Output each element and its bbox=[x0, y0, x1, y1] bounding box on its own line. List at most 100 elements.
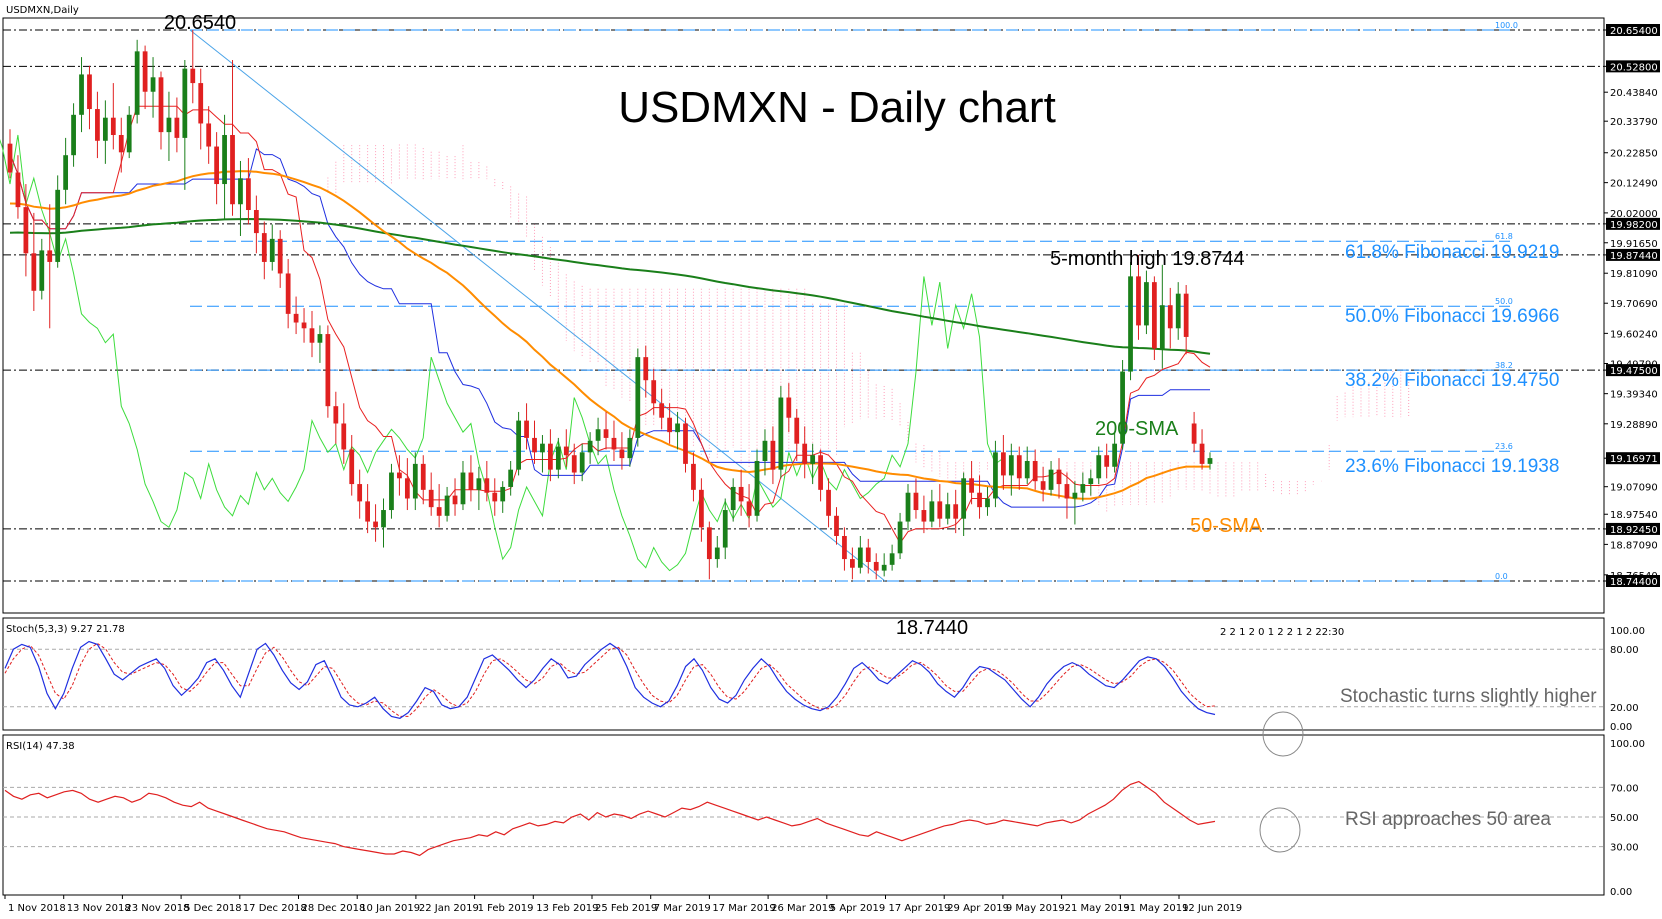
candle-bearish bbox=[253, 210, 259, 234]
candle-bearish bbox=[738, 486, 744, 502]
candle-bullish bbox=[71, 114, 76, 156]
price-tick-label: 20.22850 bbox=[1610, 149, 1658, 160]
candle-bearish bbox=[230, 135, 235, 205]
time-tick-label: 23 Nov 2018 bbox=[125, 903, 189, 914]
candle-bearish bbox=[532, 437, 537, 453]
candle-bearish bbox=[333, 406, 339, 424]
price-tick-label: 19.98200 bbox=[1610, 220, 1658, 231]
candle-bullish bbox=[579, 452, 585, 473]
price-tick-label: 19.81090 bbox=[1610, 269, 1658, 280]
candle-bearish bbox=[921, 510, 927, 522]
price-tick-label: 19.28890 bbox=[1610, 420, 1658, 431]
candle-bearish bbox=[365, 501, 370, 522]
candle-bullish bbox=[55, 189, 61, 262]
candle-bearish bbox=[110, 117, 116, 136]
stoch-highlight-circle bbox=[1262, 711, 1304, 757]
candle-bullish bbox=[1207, 458, 1213, 464]
trendline bbox=[189, 29, 886, 582]
candle-bearish bbox=[1000, 452, 1006, 476]
candle-bearish bbox=[468, 472, 474, 490]
fib-382-label: 38.2% Fibonacci 19.4750 bbox=[1345, 370, 1559, 391]
candle-bearish bbox=[850, 559, 855, 568]
price-tick-label: 20.02000 bbox=[1610, 209, 1658, 220]
time-marker: 2 2 1 2 0 1 2 2 1 2 22:30 bbox=[1220, 627, 1344, 638]
time-tick-label: 13 Feb 2019 bbox=[536, 903, 598, 914]
candle-bearish bbox=[1183, 293, 1189, 337]
rsi-tick-label: 100.00 bbox=[1610, 739, 1645, 750]
candle-bullish bbox=[269, 238, 275, 262]
fibonacci-pct-label: 61.8 bbox=[1495, 232, 1513, 241]
candle-bullish bbox=[516, 420, 521, 470]
time-tick-label: 17 Dec 2018 bbox=[243, 903, 307, 914]
candle-bullish bbox=[500, 486, 506, 502]
candle-bearish bbox=[913, 492, 919, 511]
rsi-tick-label: 50.00 bbox=[1610, 813, 1639, 824]
candle-bearish bbox=[1016, 455, 1022, 479]
symbol-label: USDMXN,Daily bbox=[6, 5, 79, 16]
candle-bullish bbox=[722, 510, 728, 548]
candle-bearish bbox=[452, 495, 458, 505]
time-tick-label: 22 Jan 2019 bbox=[419, 903, 479, 914]
candle-bearish bbox=[563, 446, 569, 456]
time-tick-label: 17 Apr 2019 bbox=[889, 903, 951, 914]
candle-bearish bbox=[246, 178, 251, 211]
candle-bullish bbox=[754, 460, 760, 516]
fibonacci-pct-label: 100.0 bbox=[1495, 21, 1518, 30]
candle-bearish bbox=[190, 68, 196, 84]
candle-bearish bbox=[865, 547, 871, 562]
candle-bullish bbox=[1175, 293, 1181, 329]
candle-bullish bbox=[150, 77, 156, 92]
candle-bullish bbox=[945, 504, 951, 519]
rsi-layer bbox=[3, 780, 1604, 857]
rsi-tick-label: 0.00 bbox=[1610, 887, 1632, 898]
candle-bullish bbox=[476, 478, 482, 490]
price-tick-label: 18.92450 bbox=[1610, 525, 1658, 536]
candle-bearish bbox=[1104, 455, 1110, 467]
candle-bearish bbox=[1064, 484, 1070, 499]
candle-bullish bbox=[1112, 443, 1118, 467]
rsi-tick-label: 70.00 bbox=[1610, 783, 1639, 794]
rsi-note: RSI approaches 50 area bbox=[1345, 809, 1551, 830]
sma200-annotation: 200-SMA bbox=[1095, 418, 1179, 440]
candle-bullish bbox=[993, 452, 998, 499]
candle-bullish bbox=[857, 547, 863, 568]
candle-bearish bbox=[206, 123, 212, 147]
candle-bullish bbox=[555, 446, 561, 470]
time-tick-label: 26 Mar 2019 bbox=[771, 903, 834, 914]
rsi-pane-frame bbox=[2, 734, 1605, 896]
candle-bullish bbox=[238, 178, 243, 205]
candle-bearish bbox=[746, 501, 752, 516]
candle-bearish bbox=[699, 489, 704, 528]
candle-bearish bbox=[420, 463, 426, 490]
candle-bullish bbox=[508, 469, 514, 487]
candle-bearish bbox=[1056, 469, 1062, 485]
candle-bearish bbox=[802, 443, 808, 464]
candle-bearish bbox=[484, 478, 490, 493]
candle-bearish bbox=[198, 83, 204, 124]
time-tick-label: 31 May 2019 bbox=[1123, 903, 1188, 914]
candle-bearish bbox=[937, 501, 943, 519]
candle-bearish bbox=[548, 443, 553, 470]
candle-bearish bbox=[309, 328, 315, 343]
price-tick-highlight bbox=[1606, 522, 1660, 535]
candle-bullish bbox=[762, 440, 768, 461]
candle-bearish bbox=[214, 146, 220, 185]
time-tick-label: 5 Dec 2018 bbox=[184, 903, 242, 914]
five-month-high-annotation: 5-month high 19.8744 bbox=[1050, 248, 1245, 270]
candle-bearish bbox=[651, 380, 657, 404]
price-tick-label: 19.70690 bbox=[1610, 299, 1658, 310]
candle-bearish bbox=[285, 273, 291, 314]
candle-bearish bbox=[142, 51, 148, 92]
fibonacci-pct-label: 0.0 bbox=[1495, 572, 1508, 581]
price-tick-highlight bbox=[1606, 217, 1660, 230]
candle-bearish bbox=[31, 253, 37, 291]
stoch-pane-frame bbox=[2, 617, 1605, 731]
candle-bearish bbox=[1151, 282, 1157, 349]
price-tick-label: 19.60240 bbox=[1610, 329, 1658, 340]
candle-bearish bbox=[770, 440, 776, 470]
candle-bearish bbox=[794, 417, 800, 444]
candle-bullish bbox=[881, 564, 887, 571]
candle-bullish bbox=[412, 463, 418, 499]
candle-bearish bbox=[1032, 460, 1038, 482]
candle-bullish bbox=[39, 250, 45, 291]
